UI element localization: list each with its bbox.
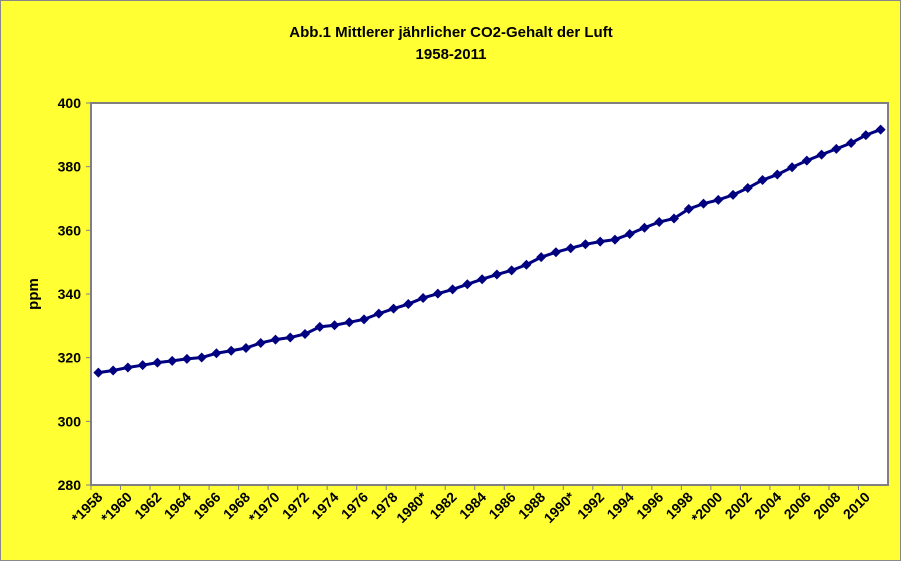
x-tick-label: *1970 (245, 489, 282, 526)
data-point-1981 (432, 288, 443, 299)
data-point-1965 (196, 352, 207, 363)
data-point-2010 (860, 130, 871, 141)
data-point-1964 (181, 353, 192, 364)
data-point-1958 (93, 367, 104, 378)
x-tick-label: 2008 (810, 489, 843, 522)
y-tick-label: 340 (58, 286, 82, 302)
data-point-1997 (668, 213, 679, 224)
x-tick-label: 2002 (722, 489, 755, 522)
x-tick-label: *2000 (688, 489, 725, 526)
y-tick-label: 380 (58, 159, 82, 175)
y-tick-label: 360 (58, 222, 82, 238)
data-point-1966 (211, 348, 222, 359)
x-tick-label: 1992 (574, 489, 607, 522)
data-point-2005 (787, 162, 798, 173)
data-point-1998 (683, 204, 694, 215)
data-point-1969 (255, 337, 266, 348)
data-point-1977 (373, 308, 384, 319)
data-point-1971 (285, 332, 296, 343)
x-tick-label: 1980* (393, 488, 431, 526)
data-point-1993 (609, 234, 620, 245)
x-tick-label: 2004 (751, 489, 784, 522)
data-point-1967 (226, 345, 237, 356)
x-tick-label: *1958 (68, 489, 105, 526)
data-point-1985 (491, 269, 502, 280)
data-point-1975 (344, 317, 355, 328)
x-tick-label: 1964 (161, 489, 194, 522)
data-point-1986 (506, 265, 517, 276)
chart-title: Abb.1 Mittlerer jährlicher CO2-Gehalt de… (289, 24, 612, 41)
x-tick-label: *1960 (98, 489, 135, 526)
data-point-1979 (403, 299, 414, 310)
data-point-2000 (713, 194, 724, 205)
data-point-1968 (240, 342, 251, 353)
data-point-1963 (167, 355, 178, 366)
x-tick-label: 1962 (131, 489, 164, 522)
data-point-1987 (521, 259, 532, 270)
data-point-2004 (772, 169, 783, 180)
x-tick-label: 1984 (456, 489, 489, 522)
x-tick-label: 1972 (279, 489, 312, 522)
data-point-1999 (698, 198, 709, 209)
data-point-1972 (300, 328, 311, 339)
data-point-1994 (624, 229, 635, 240)
data-point-2006 (801, 155, 812, 166)
data-point-1995 (639, 222, 650, 233)
x-tick-label: 1996 (633, 489, 666, 522)
data-point-1989 (550, 247, 561, 258)
x-tick-label: 1986 (485, 489, 518, 522)
x-tick-label: 1994 (603, 489, 636, 522)
data-point-1991 (580, 239, 591, 250)
data-point-2009 (846, 138, 857, 149)
y-tick-label: 400 (58, 95, 82, 111)
data-point-1961 (137, 360, 148, 371)
data-point-1973 (314, 321, 325, 332)
y-tick-label: 320 (58, 350, 82, 366)
data-point-1990 (565, 243, 576, 254)
y-axis-label: ppm (25, 278, 42, 310)
data-point-1984 (477, 274, 488, 285)
data-point-1992 (595, 236, 606, 247)
data-point-2001 (728, 189, 739, 200)
x-tick-label: 1990* (541, 488, 579, 526)
data-point-1996 (654, 217, 665, 228)
chart-subtitle: 1958-2011 (416, 46, 487, 63)
plot-area (90, 102, 889, 486)
x-tick-label: 1974 (308, 489, 341, 522)
data-point-1974 (329, 320, 340, 331)
data-point-1978 (388, 303, 399, 314)
x-tick-label: 1982 (426, 489, 459, 522)
data-point-1982 (447, 284, 458, 295)
data-point-1980 (418, 292, 429, 303)
data-point-1962 (152, 357, 163, 368)
x-tick-label: 2006 (781, 489, 814, 522)
y-tick-label: 300 (58, 413, 82, 429)
data-point-2008 (831, 143, 842, 154)
data-point-1959 (108, 365, 119, 376)
data-point-2007 (816, 149, 827, 160)
data-point-1988 (536, 252, 547, 263)
data-point-1970 (270, 334, 281, 345)
data-point-1960 (122, 362, 133, 373)
x-tick-label: 2010 (840, 489, 873, 522)
x-tick-label: 1966 (190, 489, 223, 522)
y-tick-label: 280 (58, 477, 82, 493)
data-point-1983 (462, 279, 473, 290)
x-tick-label: 1976 (338, 489, 371, 522)
data-point-2003 (757, 175, 768, 186)
data-point-2002 (742, 183, 753, 194)
data-point-2011 (875, 124, 886, 135)
data-point-1976 (359, 314, 370, 325)
